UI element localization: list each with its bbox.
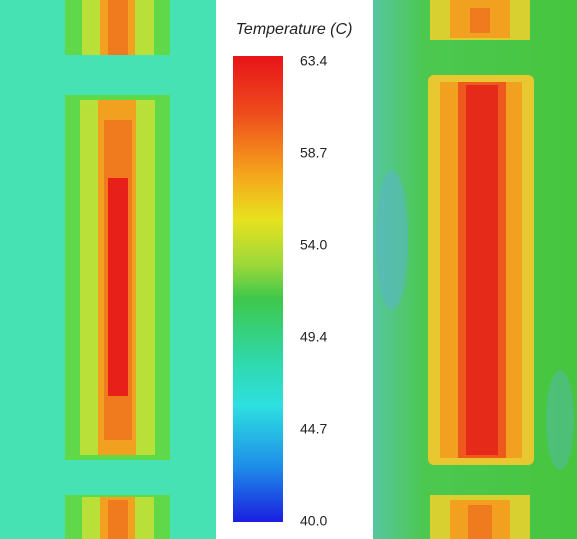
colorbar-title: Temperature (C) <box>236 21 353 38</box>
thermal-image-panel <box>373 0 577 539</box>
colorbar-tick-label: 44.7 <box>300 421 327 437</box>
simulation-panel <box>0 0 216 539</box>
colorbar-tick-label: 54.0 <box>300 237 327 253</box>
colorbar-tick-label: 40.0 <box>300 513 327 529</box>
colorbar-tick-label: 63.4 <box>300 53 327 69</box>
colorbar-tick-label: 58.7 <box>300 145 327 161</box>
colorbar-tick-label: 49.4 <box>300 329 327 345</box>
colorbar <box>233 56 283 522</box>
